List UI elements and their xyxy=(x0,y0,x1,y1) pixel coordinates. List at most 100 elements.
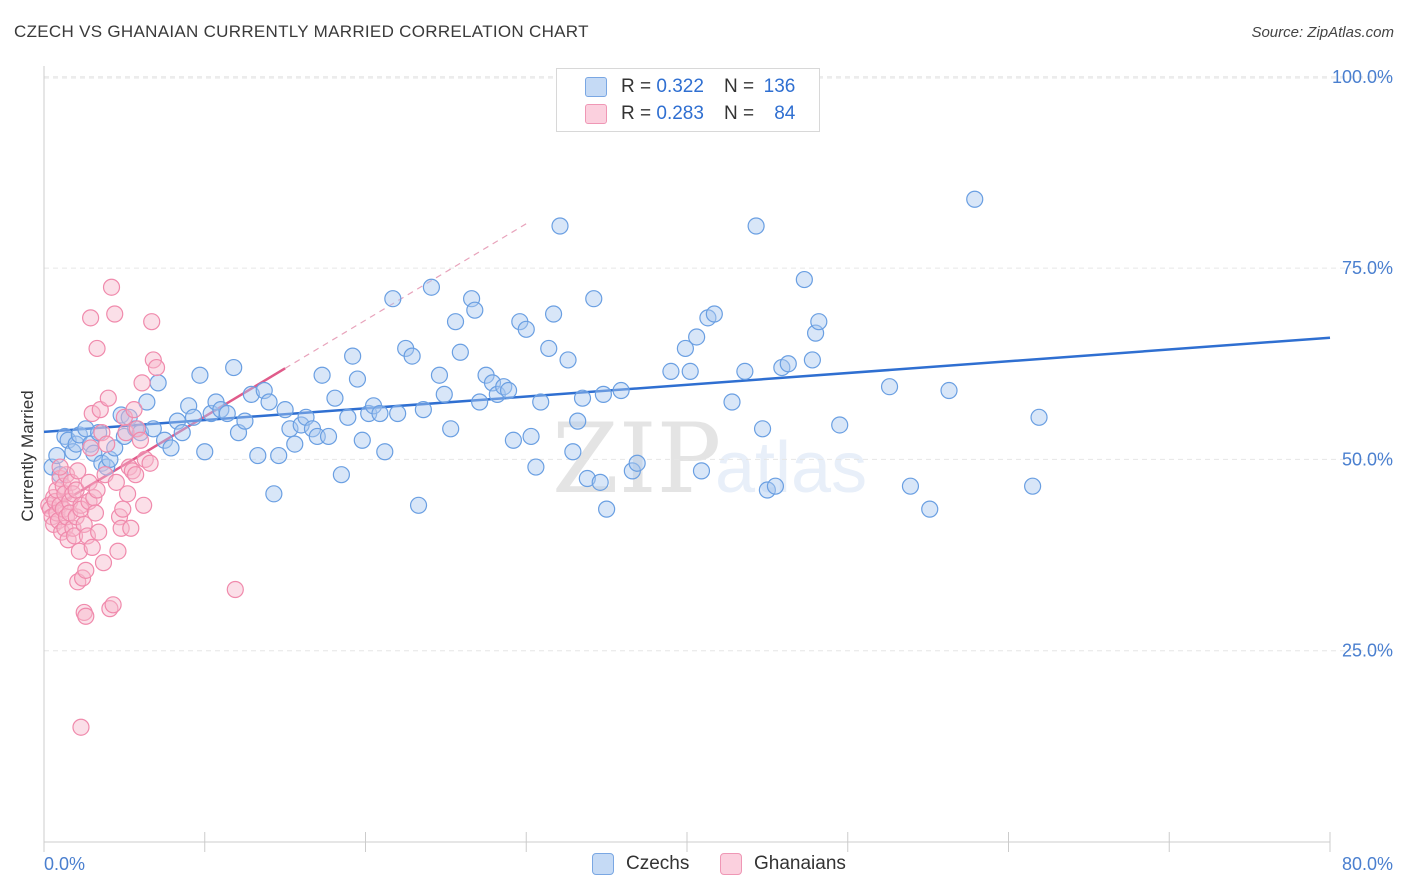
ghanaian-point-29 xyxy=(70,542,88,560)
czech-point-120 xyxy=(795,270,813,289)
czech-point-52 xyxy=(313,366,331,384)
ghanaian-point-54 xyxy=(99,389,117,407)
czech-point-30 xyxy=(191,366,209,384)
grid-lines xyxy=(44,76,1392,652)
ghanaian-point-46 xyxy=(88,481,106,499)
ghanaian-point-81 xyxy=(226,580,244,599)
bottom-swatch-ghanaians xyxy=(720,853,742,875)
czech-point-123 xyxy=(810,313,828,331)
ghanaian-point-59 xyxy=(107,473,125,491)
ghanaian-point-65 xyxy=(117,424,135,442)
bottom-label-czechs: Czechs xyxy=(626,853,690,874)
czech-point-27 xyxy=(173,424,191,442)
czech-point-100 xyxy=(594,385,613,403)
czech-point-73 xyxy=(442,420,460,438)
legend-r-label: R = xyxy=(621,76,652,97)
source-credit: Source: ZipAtlas.com xyxy=(1251,24,1394,41)
ghanaian-point-71 xyxy=(127,466,145,484)
czech-point-108 xyxy=(688,328,706,346)
czech-point-64 xyxy=(384,290,402,308)
czech-point-112 xyxy=(723,393,741,411)
legend-row-ghanaians: R = 0.283 N = 84 xyxy=(585,101,795,127)
czech-point-25 xyxy=(162,439,180,457)
legend-box: R = 0.322 N = 136 R = 0.283 N = 84 xyxy=(556,68,820,132)
ghanaian-point-66 xyxy=(118,485,137,503)
czech-point-98 xyxy=(585,290,603,308)
czech-point-44 xyxy=(270,446,288,465)
czech-point-7 xyxy=(70,426,88,444)
czech-point-87 xyxy=(522,427,540,446)
x-axis-ticks xyxy=(43,832,1331,852)
czech-point-8 xyxy=(77,420,95,438)
czech-point-102 xyxy=(612,381,630,400)
czech-point-23 xyxy=(149,374,167,392)
ghanaian-point-30 xyxy=(72,496,90,514)
x-tick-label-max: 80.0% xyxy=(1342,854,1393,874)
ghanaian-point-57 xyxy=(104,596,122,614)
ghanaian-point-58 xyxy=(106,305,124,323)
ghanaian-point-73 xyxy=(131,431,150,449)
ghanaian-point-45 xyxy=(86,504,105,522)
ghanaian-point-56 xyxy=(102,278,121,296)
ghanaian-point-63 xyxy=(114,500,132,518)
y-tick-label-100: 100.0% xyxy=(1332,67,1393,87)
ghanaian-point-74 xyxy=(133,374,151,392)
ghanaian-point-26 xyxy=(67,481,85,499)
czech-point-84 xyxy=(504,431,522,449)
czech-point-75 xyxy=(451,343,469,361)
czech-point-129 xyxy=(966,190,984,208)
czech-point-90 xyxy=(540,339,558,358)
ghanaian-point-82 xyxy=(72,718,90,736)
czech-point-29 xyxy=(184,408,203,426)
czech-point-125 xyxy=(880,378,899,396)
czech-point-54 xyxy=(326,389,344,407)
czechs-trend-line xyxy=(43,336,1331,434)
ghanaian-point-75 xyxy=(135,496,153,514)
czech-point-43 xyxy=(265,485,283,503)
ghanaian-point-83 xyxy=(51,458,69,476)
x-tick-label-min: 0.0% xyxy=(44,854,85,874)
czech-point-21 xyxy=(138,393,156,411)
czech-point-70 xyxy=(422,278,441,296)
czech-point-69 xyxy=(414,401,432,419)
czech-point-58 xyxy=(348,370,367,388)
czech-point-74 xyxy=(446,313,465,331)
czech-point-99 xyxy=(591,473,609,491)
ghanaian-point-28 xyxy=(69,462,87,480)
bottom-swatch-czechs xyxy=(592,853,614,875)
watermark-atlas: atlas xyxy=(715,428,867,508)
czech-point-65 xyxy=(389,404,407,423)
czech-point-35 xyxy=(218,404,236,423)
ghanaians-points xyxy=(40,278,244,736)
ghanaian-point-42 xyxy=(83,538,101,556)
czech-point-38 xyxy=(236,412,254,430)
czech-point-89 xyxy=(532,393,550,411)
czech-point-67 xyxy=(403,347,421,365)
legend-n-label: N = xyxy=(723,76,755,97)
czech-point-113 xyxy=(736,362,754,381)
legend-swatch-ghanaians xyxy=(585,104,607,124)
czech-point-107 xyxy=(681,362,699,381)
ghanaian-point-36 xyxy=(77,561,95,579)
ghanaian-point-47 xyxy=(88,339,106,358)
czech-point-62 xyxy=(371,404,389,423)
legend-row-czechs: R = 0.322 N = 136 xyxy=(585,74,795,100)
czech-point-114 xyxy=(747,217,765,235)
czech-point-39 xyxy=(242,385,260,403)
ghanaian-point-60 xyxy=(109,542,127,560)
bottom-legend-czechs: Czechs xyxy=(592,852,689,876)
legend-r-value: 0.283 xyxy=(656,103,704,124)
ghanaian-point-35 xyxy=(77,607,95,625)
czech-point-116 xyxy=(758,481,776,499)
czech-point-77 xyxy=(466,301,484,319)
czech-point-55 xyxy=(332,466,350,484)
ghanaian-point-62 xyxy=(112,519,130,537)
legend-r-value: 0.322 xyxy=(656,76,704,97)
czech-point-57 xyxy=(344,347,362,365)
czech-point-119 xyxy=(779,355,797,373)
czech-point-109 xyxy=(692,462,711,480)
czech-point-53 xyxy=(319,427,338,446)
chart-title: CZECH VS GHANAIAN CURRENTLY MARRIED CORR… xyxy=(14,22,589,41)
czech-point-46 xyxy=(281,420,299,438)
bottom-label-ghanaians: Ghanaians xyxy=(754,853,846,874)
